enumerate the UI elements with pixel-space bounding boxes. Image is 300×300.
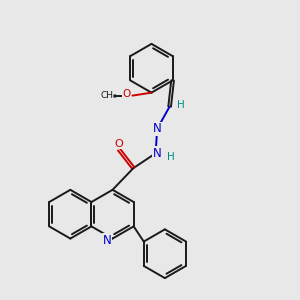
Text: CH₃: CH₃ bbox=[100, 91, 117, 100]
Text: O: O bbox=[122, 89, 130, 99]
Text: O: O bbox=[115, 139, 124, 149]
Text: N: N bbox=[152, 147, 161, 160]
Text: H: H bbox=[167, 152, 174, 162]
Text: N: N bbox=[103, 234, 112, 247]
Text: H: H bbox=[177, 100, 185, 110]
Text: N: N bbox=[153, 122, 161, 135]
